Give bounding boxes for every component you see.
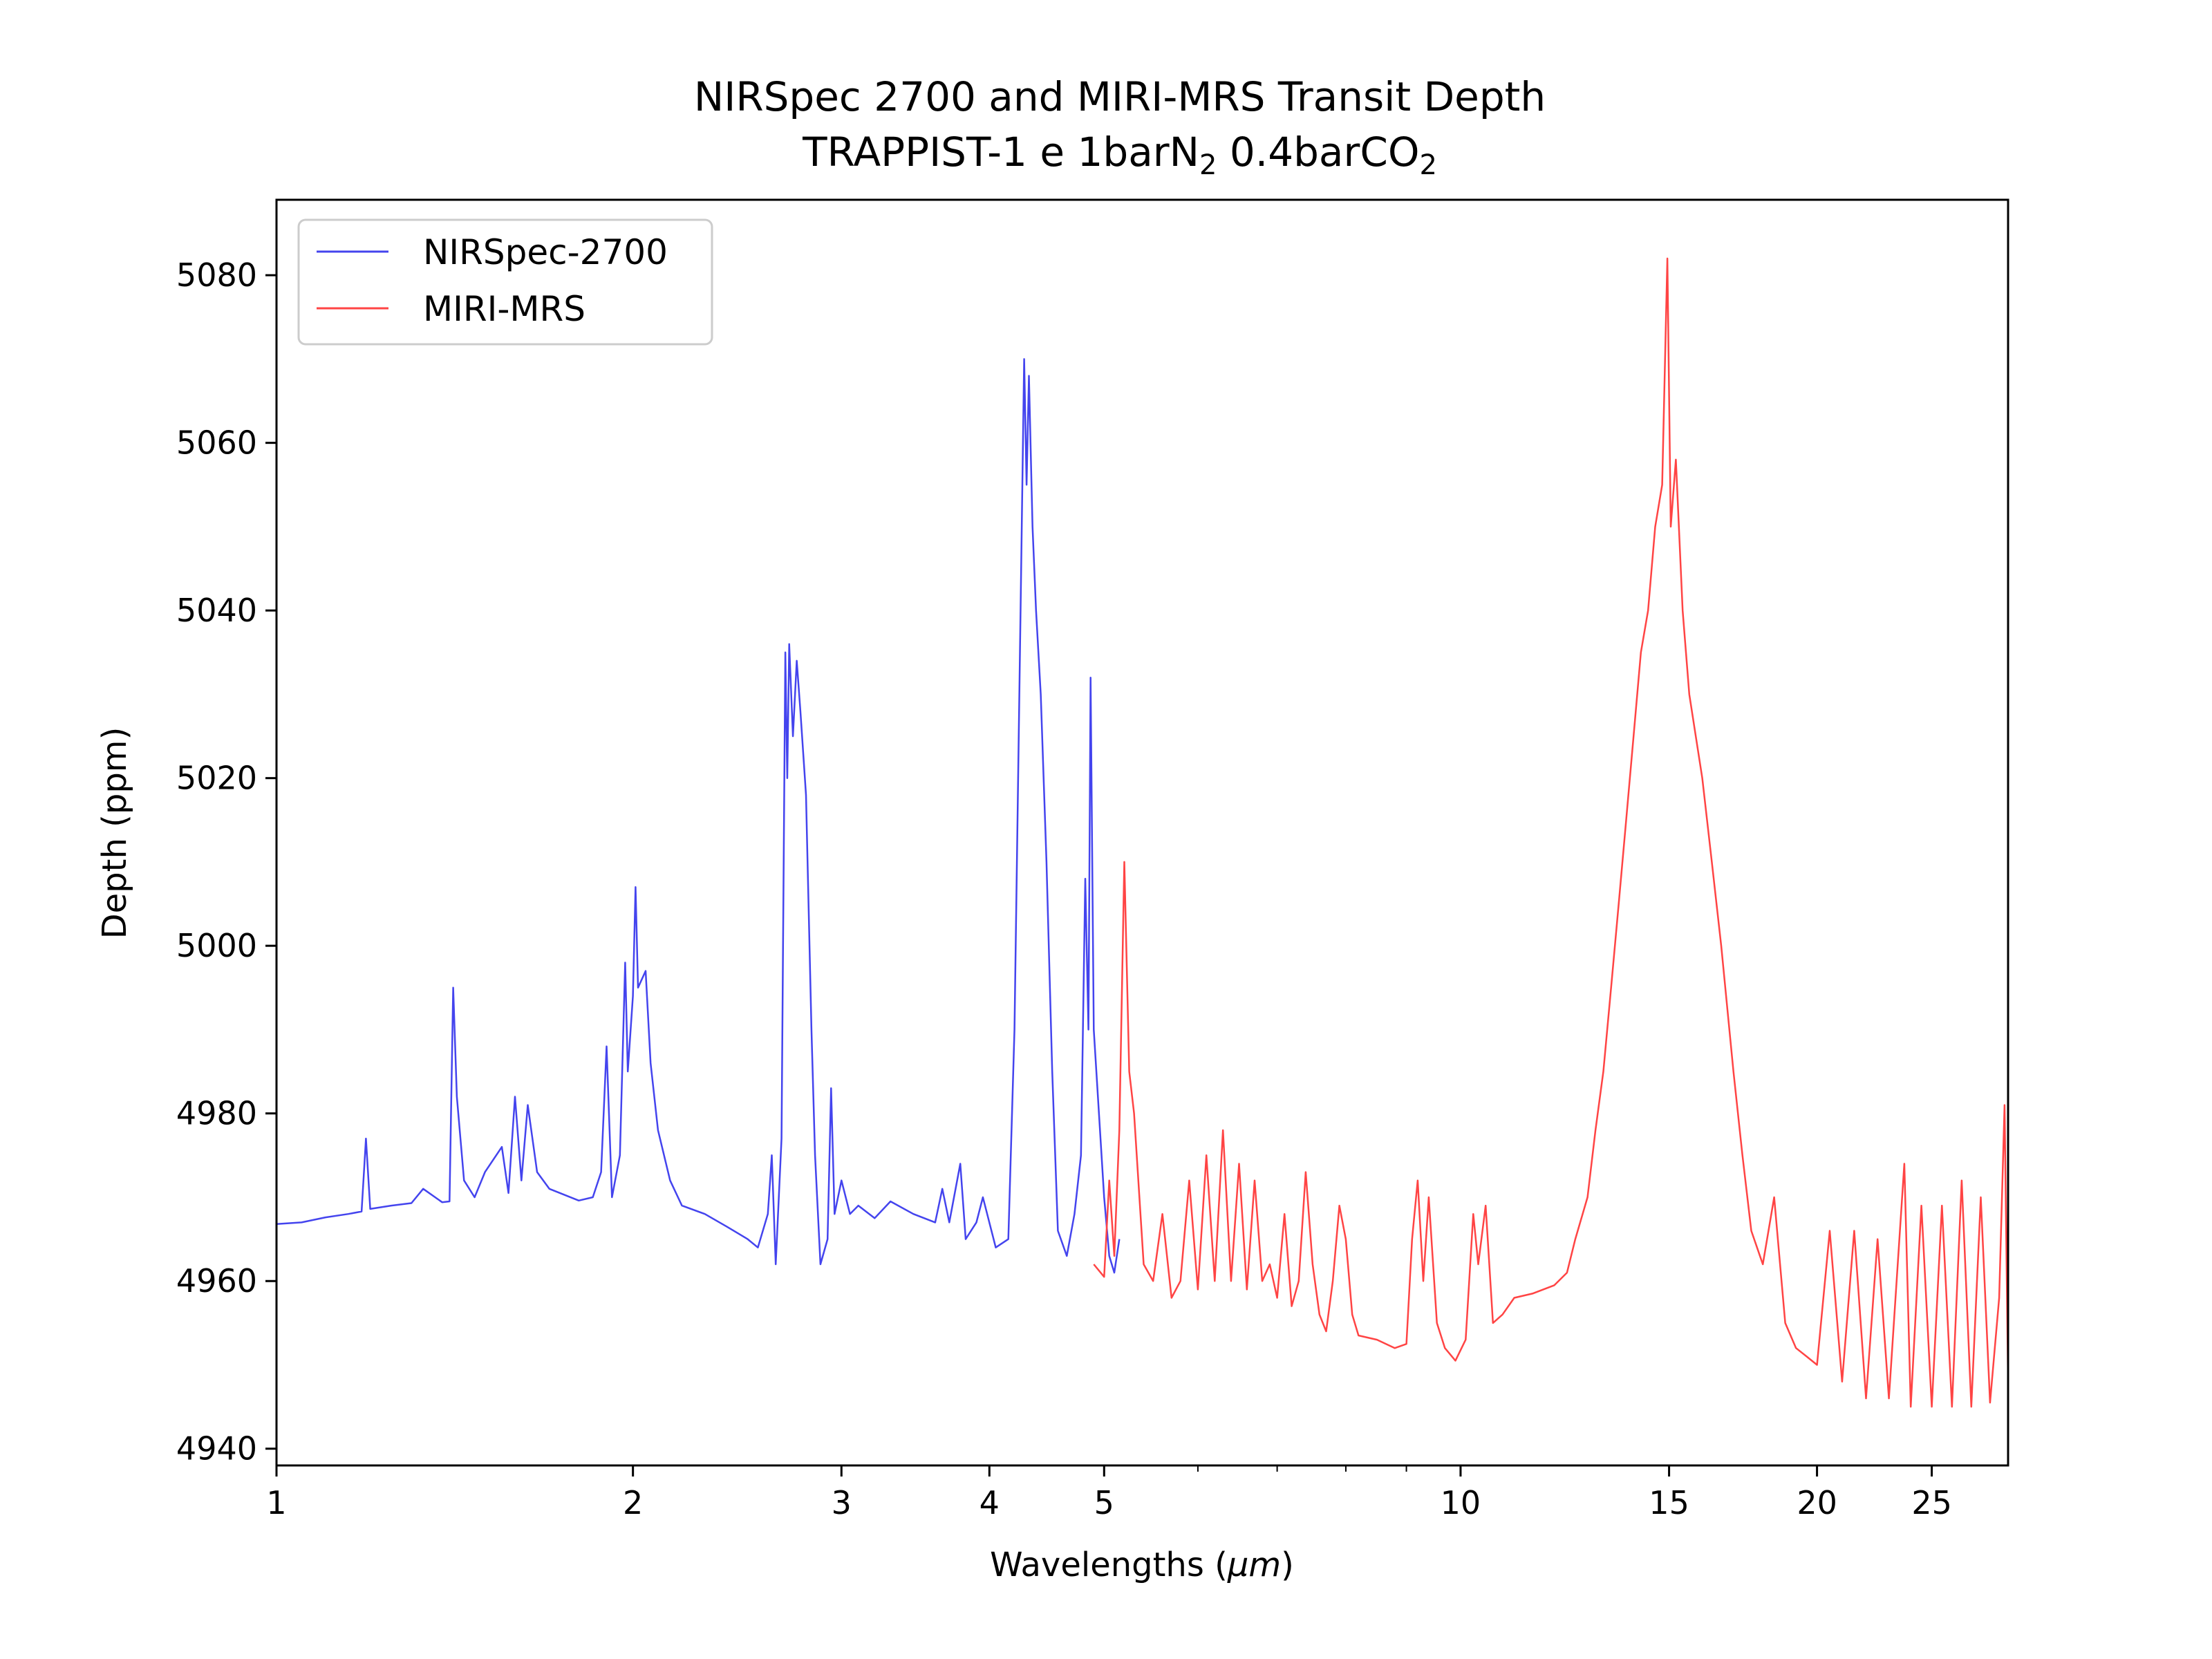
- y-tick-label: 4940: [176, 1430, 257, 1468]
- y-axis: 4940 4960 4980 5000 5020 5040 5060 5080: [176, 256, 276, 1468]
- series-layer: [276, 257, 2008, 1408]
- legend-label-miri: MIRI-MRS: [423, 289, 585, 329]
- chart-title-line1: NIRSpec 2700 and MIRI-MRS Transit Depth: [694, 73, 1546, 120]
- x-tick-label: 10: [1441, 1484, 1481, 1521]
- chart-title-line2: TRAPPIST-1 e 1barN2 0.4barCO2: [802, 129, 1437, 181]
- y-tick-label: 5060: [176, 424, 257, 462]
- x-tick-label: 2: [623, 1484, 643, 1521]
- y-tick-label: 4980: [176, 1095, 257, 1132]
- title-line2-mid: 0.4barCO: [1217, 129, 1419, 176]
- x-axis-label: Wavelengths (μm): [990, 1546, 1294, 1584]
- x-axis-label-prefix: Wavelengths (: [990, 1546, 1228, 1584]
- series-line-miri: [1093, 257, 2008, 1408]
- y-tick-label: 4960: [176, 1262, 257, 1300]
- x-tick-label: 15: [1649, 1484, 1689, 1521]
- y-axis-label: Depth (ppm): [95, 727, 134, 939]
- x-tick-label: 3: [832, 1484, 852, 1521]
- x-axis-label-suffix: ): [1281, 1546, 1294, 1584]
- y-tick-label: 5040: [176, 592, 257, 629]
- x-axis: 1 2 3 4 5 10 15 20 25: [266, 1465, 1952, 1521]
- x-tick-label: 20: [1797, 1484, 1837, 1521]
- y-tick-label: 5020: [176, 760, 257, 797]
- y-tick-label: 5080: [176, 256, 257, 294]
- x-tick-label: 4: [980, 1484, 1000, 1521]
- x-tick-label: 5: [1094, 1484, 1114, 1521]
- series-line-nirspec: [276, 358, 1121, 1274]
- legend-box: [297, 218, 713, 346]
- plot-frame: [275, 198, 2009, 1467]
- x-tick-label: 1: [266, 1484, 286, 1521]
- x-tick-label: 25: [1911, 1484, 1952, 1521]
- x-axis-label-unit: μm: [1227, 1546, 1281, 1584]
- title-line2-sub2: 2: [1419, 149, 1436, 181]
- plot-area: [276, 257, 2008, 1408]
- legend: NIRSpec-2700 MIRI-MRS: [297, 218, 713, 346]
- y-tick-label: 5000: [176, 927, 257, 964]
- title-line2-prefix: TRAPPIST-1 e 1barN: [802, 129, 1199, 176]
- title-line2-sub1: 2: [1199, 149, 1217, 181]
- legend-label-nirspec: NIRSpec-2700: [423, 232, 668, 272]
